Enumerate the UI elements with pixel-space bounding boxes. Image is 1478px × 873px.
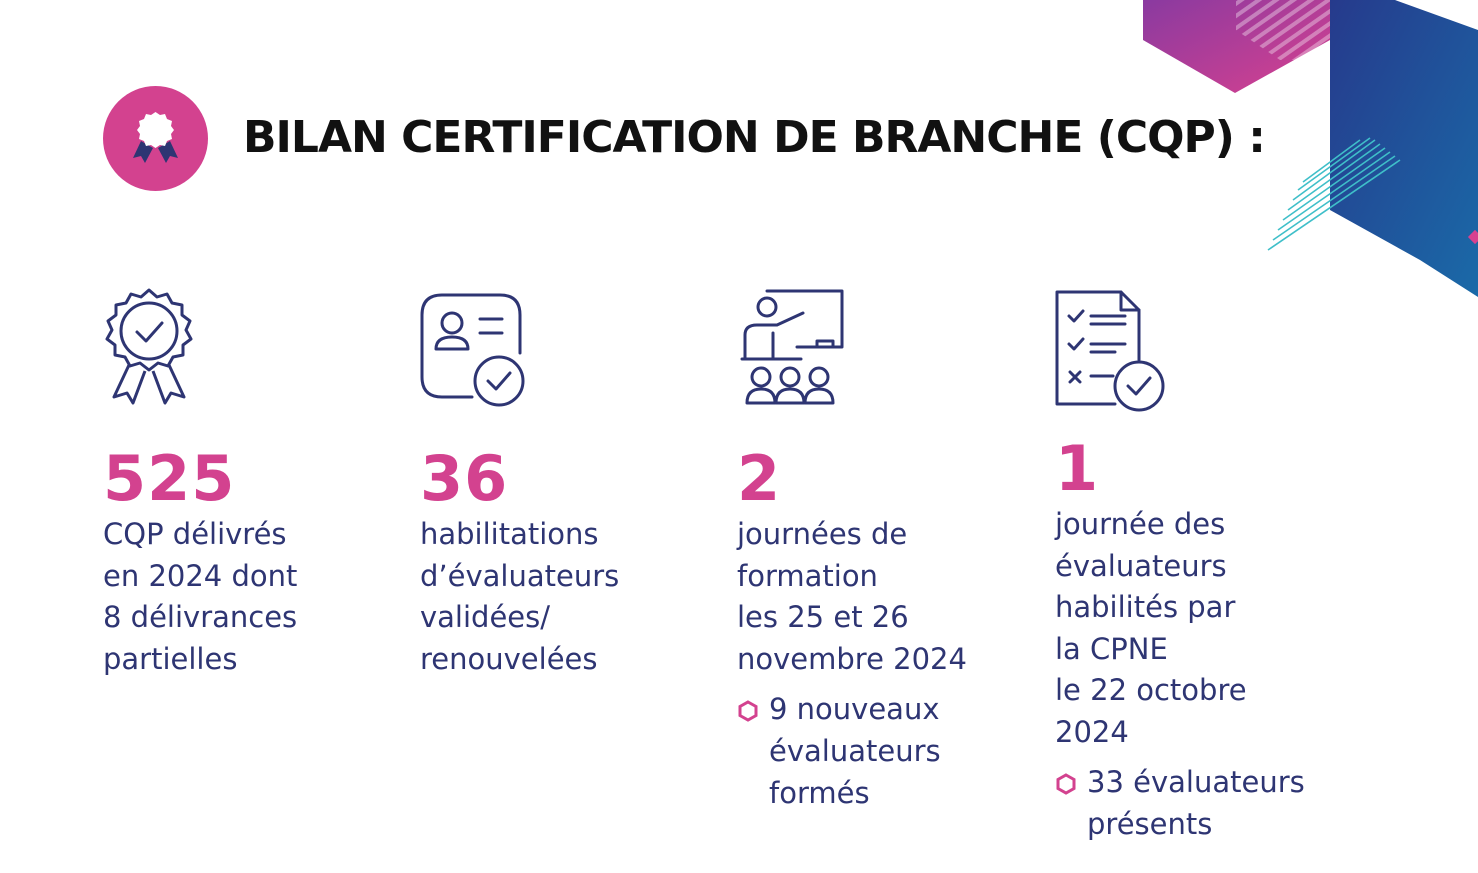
stat-bullet-line: évaluateurs — [769, 734, 941, 768]
stat-description-line: habilités par — [1055, 590, 1236, 624]
stat-description-line: évaluateurs — [1055, 548, 1227, 583]
certificate-rosette-icon — [105, 288, 193, 405]
stat-column: 2 journées de formation les 25 et 26 nov… — [737, 280, 1037, 814]
stat-description-line: 8 délivrances — [103, 600, 298, 634]
stat-description-line: novembre 2024 — [737, 641, 967, 676]
id-card-check-icon — [420, 293, 525, 407]
page-title: BILAN CERTIFICATION DE BRANCHE (CQP) : — [243, 112, 1266, 163]
stat-bullet-line: 33 évaluateurs — [1087, 765, 1305, 799]
stat-description-line: la CPNE — [1055, 631, 1168, 666]
stat-description-line: formation — [737, 558, 878, 593]
stat-description-line: renouvelées — [420, 641, 598, 676]
stat-description-line: en 2024 dont — [103, 558, 298, 593]
stat-value: 1 — [1055, 432, 1100, 505]
stat-value: 525 — [103, 442, 236, 515]
stat-description-line: les 25 et 26 — [737, 600, 909, 634]
stat-bullet: 9 nouveaux évaluateurs formés — [737, 688, 1037, 814]
stat-description: journée des évaluateurs habilités par la… — [1055, 504, 1355, 753]
stat-description-line: le 22 octobre — [1055, 673, 1247, 707]
stat-description-line: d’évaluateurs — [420, 558, 620, 593]
checklist-check-icon — [1055, 290, 1165, 412]
stat-bullet-line: formés — [769, 776, 870, 810]
hexagon-bullet-icon — [1056, 773, 1076, 795]
hexagon-bullet-icon — [738, 700, 758, 722]
stat-bullet-line: présents — [1087, 807, 1213, 841]
stat-description-line: 2024 — [1055, 714, 1129, 749]
stat-description-line: journée des — [1055, 507, 1226, 541]
stat-value: 36 — [420, 442, 509, 515]
stat-description: habilitations d’évaluateurs validées/ re… — [420, 514, 720, 680]
stat-column: 1 journée des évaluateurs habilités par … — [1055, 280, 1355, 845]
stat-description-line: habilitations — [420, 517, 599, 551]
stat-value: 2 — [737, 442, 782, 515]
stat-description: journées de formation les 25 et 26 novem… — [737, 514, 1037, 680]
stat-description-line: validées/ — [420, 600, 551, 634]
stat-description-line: partielles — [103, 641, 238, 676]
stat-bullet-line: 9 nouveaux — [769, 692, 940, 726]
stat-description-line: journées de — [737, 517, 908, 551]
training-presentation-icon — [740, 289, 844, 405]
stat-column: 36 habilitations d’évaluateurs validées/… — [420, 280, 720, 680]
stat-description-line: CQP délivrés — [103, 517, 287, 551]
rosette-badge-icon — [103, 86, 208, 191]
stat-bullet: 33 évaluateurs présents — [1055, 761, 1355, 845]
stat-description: CQP délivrés en 2024 dont 8 délivrances … — [103, 514, 403, 680]
stat-column: 525 CQP délivrés en 2024 dont 8 délivran… — [103, 280, 403, 680]
